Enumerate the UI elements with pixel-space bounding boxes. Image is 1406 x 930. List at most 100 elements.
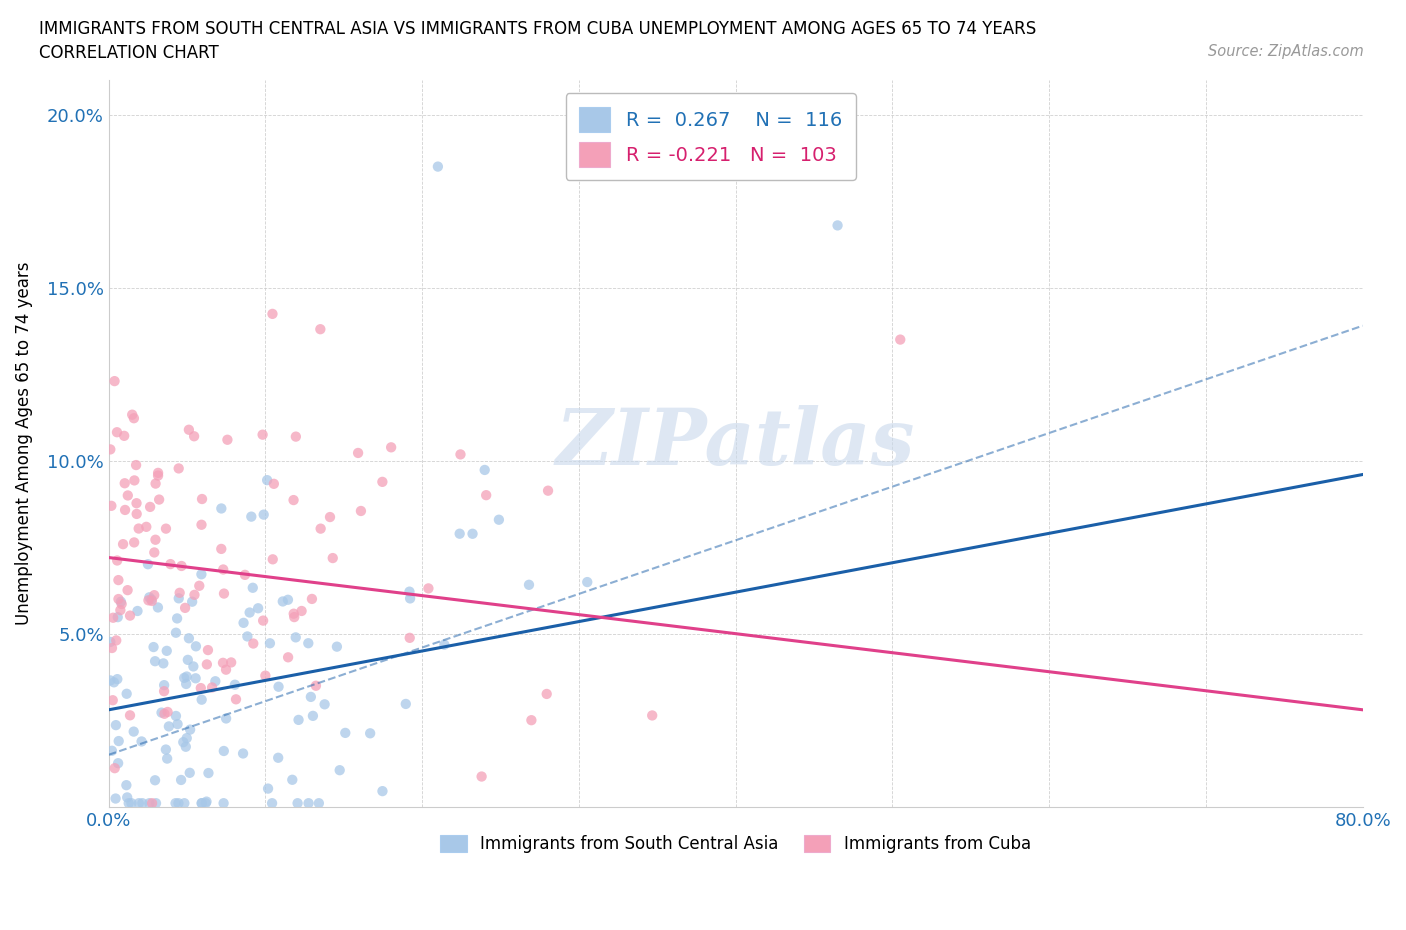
Point [259, 636, 281, 651]
Point [284, 429, 307, 444]
Point [165, 625, 187, 640]
Point [263, 476, 285, 491]
Point [174, 739, 197, 754]
Point [209, 501, 232, 516]
Point [359, 726, 381, 741]
Point [145, 532, 167, 547]
Point [177, 631, 200, 645]
Point [461, 526, 484, 541]
Point [254, 668, 277, 683]
Point [399, 591, 422, 605]
Point [471, 769, 494, 784]
Point [302, 709, 325, 724]
Point [103, 374, 125, 389]
Point [242, 580, 264, 595]
Point [281, 772, 304, 787]
Point [98, 442, 121, 457]
Point [271, 594, 294, 609]
Point [576, 575, 599, 590]
Point [150, 705, 173, 720]
Point [155, 742, 177, 757]
Point [212, 562, 235, 577]
Point [125, 507, 148, 522]
Y-axis label: Unemployment Among Ages 65 to 74 years: Unemployment Among Ages 65 to 74 years [15, 261, 32, 625]
Point [107, 756, 129, 771]
Point [450, 447, 472, 462]
Point [197, 765, 219, 780]
Point [141, 593, 163, 608]
Point [190, 796, 212, 811]
Point [135, 519, 157, 534]
Point [191, 796, 214, 811]
Point [122, 724, 145, 739]
Point [104, 718, 127, 733]
Point [827, 218, 849, 232]
Point [190, 692, 212, 707]
Text: CORRELATION CHART: CORRELATION CHART [39, 44, 219, 61]
Point [122, 411, 145, 426]
Point [398, 631, 420, 645]
Point [103, 675, 125, 690]
Point [217, 432, 239, 447]
Point [889, 332, 911, 347]
Point [253, 507, 276, 522]
Point [329, 763, 352, 777]
Point [204, 674, 226, 689]
Point [153, 684, 176, 698]
Point [173, 671, 195, 685]
Point [101, 693, 124, 708]
Point [172, 735, 194, 750]
Point [105, 671, 128, 686]
Point [122, 535, 145, 550]
Point [118, 708, 141, 723]
Point [176, 669, 198, 684]
Point [195, 794, 218, 809]
Point [105, 553, 128, 568]
Point [190, 517, 212, 532]
Point [101, 641, 124, 656]
Point [153, 678, 176, 693]
Point [166, 611, 188, 626]
Point [209, 541, 232, 556]
Point [488, 512, 510, 527]
Point [322, 551, 344, 565]
Point [128, 521, 150, 536]
Point [165, 796, 187, 811]
Point [98, 634, 121, 649]
Point [117, 583, 139, 598]
Point [314, 697, 336, 711]
Point [136, 557, 159, 572]
Point [398, 584, 420, 599]
Point [239, 605, 262, 620]
Point [179, 723, 201, 737]
Text: IMMIGRANTS FROM SOUTH CENTRAL ASIA VS IMMIGRANTS FROM CUBA UNEMPLOYMENT AMONG AG: IMMIGRANTS FROM SOUTH CENTRAL ASIA VS IM… [39, 20, 1036, 38]
Point [347, 445, 370, 460]
Point [190, 567, 212, 582]
Point [267, 751, 290, 765]
Point [98, 673, 121, 688]
Point [395, 697, 418, 711]
Point [212, 586, 235, 601]
Point [418, 581, 440, 596]
Point [146, 468, 169, 483]
Point [247, 601, 270, 616]
Point [433, 637, 456, 652]
Point [143, 773, 166, 788]
Point [252, 613, 274, 628]
Point [309, 322, 332, 337]
Point [139, 499, 162, 514]
Point [118, 608, 141, 623]
Point [242, 636, 264, 651]
Point [233, 567, 256, 582]
Point [240, 510, 263, 525]
Point [165, 709, 187, 724]
Point [262, 796, 284, 811]
Point [112, 429, 135, 444]
Point [155, 521, 177, 536]
Point [232, 746, 254, 761]
Point [148, 492, 170, 507]
Point [287, 712, 309, 727]
Point [145, 796, 167, 811]
Point [326, 639, 349, 654]
Point [536, 686, 558, 701]
